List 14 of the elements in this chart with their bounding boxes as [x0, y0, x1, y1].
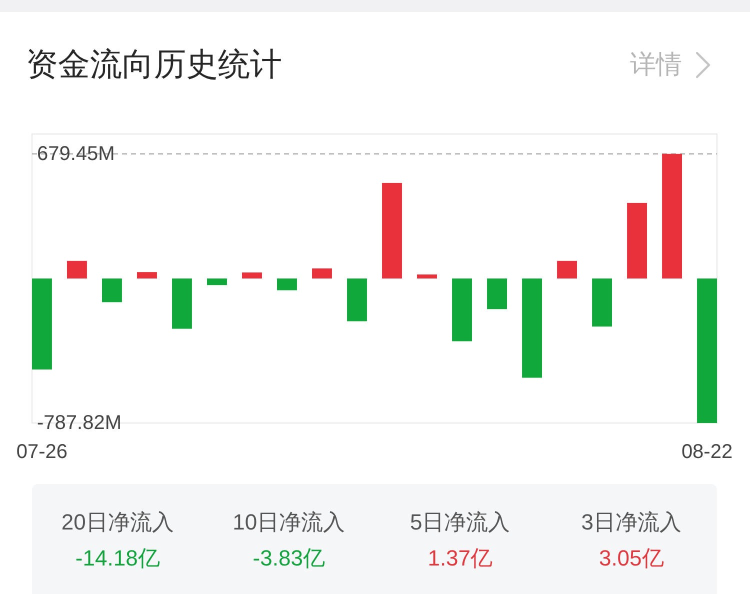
title: 资金流向历史统计 [26, 46, 282, 82]
card-label: 3日净流入 [581, 510, 682, 534]
y-tick-label: -787.82M [37, 412, 122, 434]
card-label: 10日净流入 [232, 510, 346, 534]
y-tick-label: 679.45M [37, 142, 115, 165]
card-value: 1.37亿 [428, 546, 493, 570]
link-text: 详情 [630, 49, 682, 79]
x-tick-label: 08-22 [681, 441, 733, 463]
card-value: -3.83亿 [252, 546, 325, 570]
card-label: 20日净流入 [61, 510, 174, 534]
x-tick-label: 07-26 [16, 441, 68, 463]
card-label: 5日净流入 [410, 510, 510, 534]
card-value: 3.05亿 [598, 546, 664, 570]
card-value: -14.18亿 [75, 546, 160, 570]
